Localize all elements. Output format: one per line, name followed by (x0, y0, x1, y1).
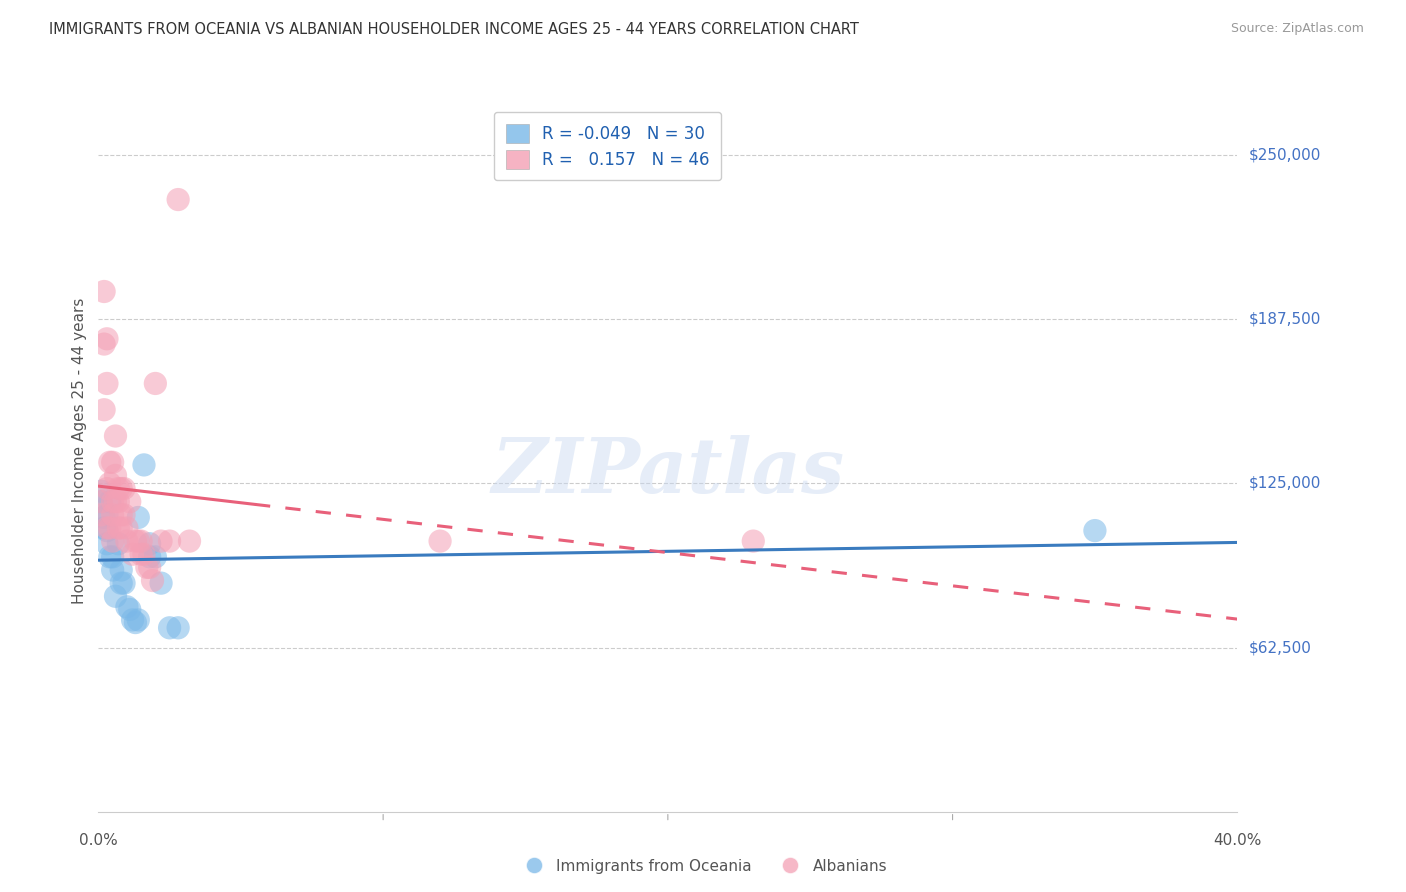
Point (90, 508, 112, 522)
Point (101, 534, 124, 549)
Text: Source: ZipAtlas.com: Source: ZipAtlas.com (1230, 22, 1364, 36)
Point (110, 508, 132, 522)
Point (145, 376, 167, 391)
Text: $187,500: $187,500 (1249, 311, 1320, 326)
Point (115, 521, 138, 535)
Point (159, 534, 181, 549)
Point (104, 494, 127, 508)
Point (107, 494, 129, 508)
Point (96, 376, 118, 391)
Point (96, 521, 118, 535)
Point (96, 537, 118, 551)
Point (96, 508, 118, 522)
Point (101, 508, 124, 522)
Point (129, 547, 152, 561)
Point (118, 494, 141, 508)
Point (112, 508, 135, 522)
Point (124, 615, 146, 630)
Point (167, 193, 190, 207)
Point (98, 549, 121, 564)
Point (93, 510, 115, 524)
Point (110, 563, 132, 577)
Point (96, 482, 118, 496)
Y-axis label: Householder Income Ages 25 - 44 years: Householder Income Ages 25 - 44 years (72, 297, 87, 604)
Point (121, 613, 143, 627)
Point (107, 482, 129, 496)
Point (150, 576, 173, 591)
Point (93, 521, 115, 535)
Text: 40.0%: 40.0% (1213, 833, 1261, 848)
Point (101, 455, 124, 469)
Point (135, 560, 157, 574)
Point (150, 534, 173, 549)
Point (96, 524, 118, 538)
Point (132, 547, 155, 561)
Point (141, 574, 163, 588)
Point (742, 534, 765, 549)
Point (112, 576, 135, 591)
Point (98, 476, 121, 491)
Point (101, 549, 124, 564)
Point (145, 549, 167, 564)
Point (121, 547, 143, 561)
Point (159, 621, 181, 635)
Point (127, 534, 149, 549)
Point (179, 534, 201, 549)
Point (132, 458, 155, 472)
Point (110, 576, 132, 591)
Point (167, 621, 190, 635)
Point (110, 521, 132, 535)
Point (101, 494, 124, 508)
Text: $62,500: $62,500 (1249, 640, 1312, 655)
Point (118, 602, 141, 616)
Point (124, 534, 146, 549)
Text: 0.0%: 0.0% (79, 833, 118, 848)
Point (107, 521, 129, 535)
Point (98, 494, 121, 508)
Legend: Immigrants from Oceania, Albanians: Immigrants from Oceania, Albanians (512, 853, 894, 880)
Point (93, 402, 115, 417)
Point (90, 494, 112, 508)
Text: $250,000: $250,000 (1249, 147, 1320, 162)
Point (129, 534, 152, 549)
Point (429, 534, 451, 549)
Text: IMMIGRANTS FROM OCEANIA VS ALBANIAN HOUSEHOLDER INCOME AGES 25 - 44 YEARS CORREL: IMMIGRANTS FROM OCEANIA VS ALBANIAN HOUS… (49, 22, 859, 37)
Point (138, 549, 160, 564)
Point (115, 599, 138, 614)
Point (90, 484, 112, 499)
Point (107, 537, 129, 551)
Point (93, 285, 115, 299)
Point (104, 429, 127, 443)
Point (110, 482, 132, 496)
Point (90, 494, 112, 508)
Point (98, 521, 121, 535)
Legend: R = -0.049   N = 30, R =   0.157   N = 46: R = -0.049 N = 30, R = 0.157 N = 46 (494, 112, 721, 180)
Point (96, 332, 118, 346)
Text: ZIPatlas: ZIPatlas (491, 435, 845, 509)
Point (93, 337, 115, 351)
Point (127, 613, 149, 627)
Point (101, 563, 124, 577)
Text: $125,000: $125,000 (1249, 475, 1320, 491)
Point (138, 537, 160, 551)
Point (112, 482, 135, 496)
Point (138, 560, 160, 574)
Point (1084, 524, 1107, 538)
Point (104, 468, 127, 483)
Point (98, 455, 121, 469)
Point (115, 534, 138, 549)
Point (104, 589, 127, 603)
Point (127, 510, 149, 524)
